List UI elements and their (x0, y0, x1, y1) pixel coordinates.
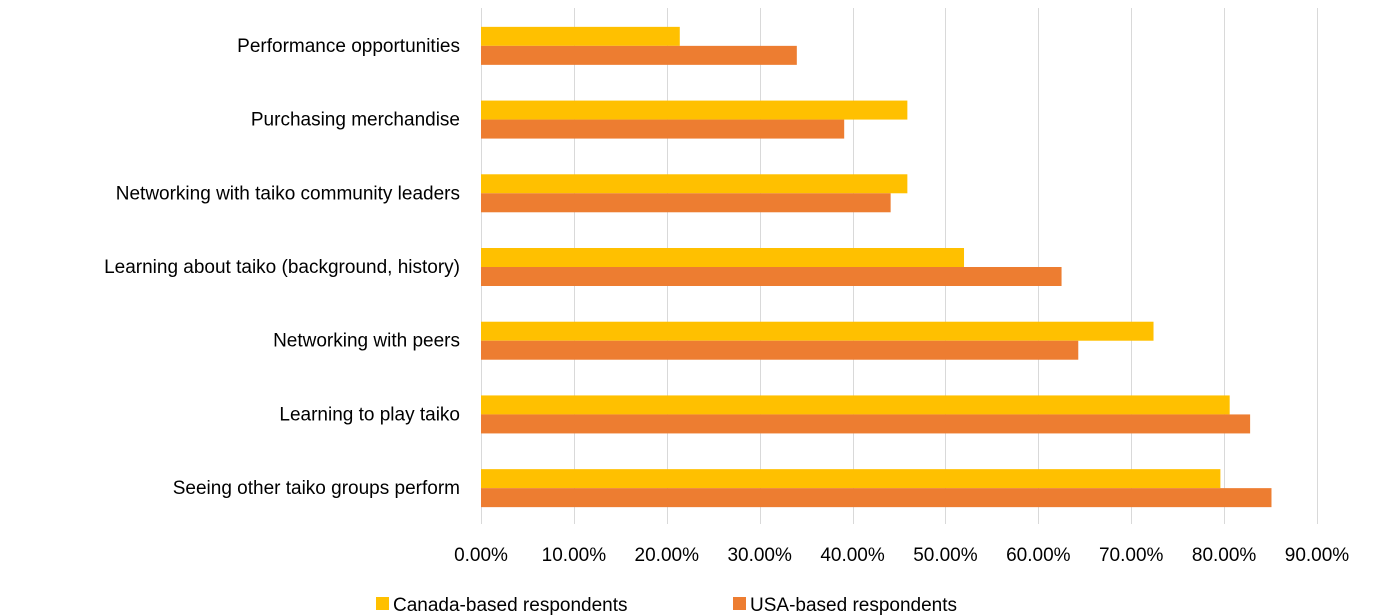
bar-canada (481, 321, 1154, 341)
x-tick-label: 30.00% (727, 545, 792, 566)
category-labels: Performance opportunities Purchasing merc… (104, 36, 460, 499)
bar-usa (481, 193, 891, 213)
category-label: Learning to play taiko (279, 404, 460, 425)
bar-canada (481, 248, 965, 267)
x-tick-label: 10.00% (542, 545, 607, 566)
legend-label: Canada-based respondents (393, 595, 628, 616)
x-tick-label: 60.00% (1006, 545, 1071, 566)
legend-label: USA-based respondents (750, 595, 957, 616)
bar-canada (481, 395, 1230, 415)
legend: Canada-based respondents USA-based respon… (376, 595, 957, 616)
bars (481, 26, 1272, 508)
x-tick-label: 50.00% (913, 545, 978, 566)
bar-canada (481, 100, 908, 120)
bar-usa (481, 414, 1251, 434)
category-label: Seeing other taiko groups perform (173, 478, 460, 499)
legend-swatch (376, 597, 389, 610)
x-tick-label: 0.00% (454, 545, 508, 566)
x-tick-label: 80.00% (1192, 545, 1257, 566)
bar-canada (481, 469, 1221, 489)
bar-usa (481, 45, 797, 65)
x-tick-labels: 0.00% 10.00% 20.00% 30.00% 40.00% 50.00% 60.00… (454, 545, 1349, 566)
bar-usa (481, 340, 1079, 360)
category-label: Networking with taiko community leaders (116, 183, 460, 204)
bar-canada (481, 26, 680, 46)
bar-usa (481, 267, 1062, 286)
category-label: Performance opportunities (237, 36, 460, 57)
category-label: Learning about taiko (background, histor… (104, 257, 460, 278)
x-tick-label: 40.00% (820, 545, 885, 566)
x-tick-label: 20.00% (635, 545, 700, 566)
x-tick-label: 70.00% (1099, 545, 1164, 566)
bar-usa (481, 119, 845, 139)
bar-canada (481, 174, 908, 194)
bar-usa (481, 488, 1272, 508)
legend-swatch (733, 597, 746, 610)
category-label: Purchasing merchandise (251, 110, 460, 131)
category-label: Networking with peers (273, 331, 460, 352)
x-tick-label: 90.00% (1285, 545, 1350, 566)
